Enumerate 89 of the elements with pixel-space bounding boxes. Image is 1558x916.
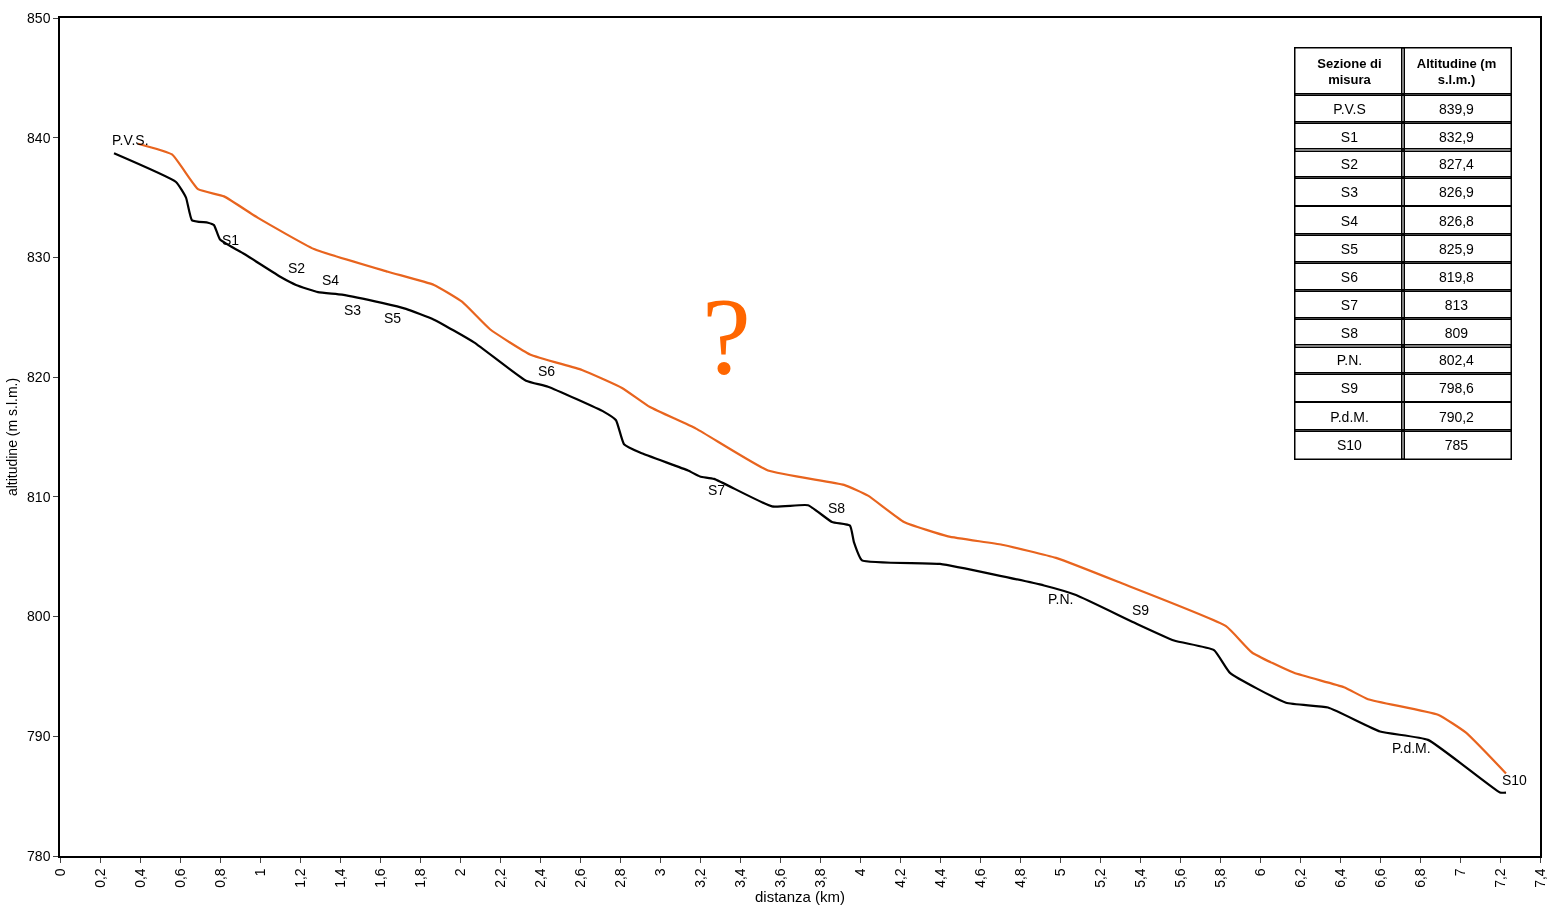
annotation: S2 bbox=[1340, 155, 1359, 172]
annotation: S9 bbox=[1340, 379, 1359, 396]
annotation: S1 bbox=[1340, 128, 1359, 145]
x-tick-label: 6,6 bbox=[1371, 868, 1388, 888]
x-tick-label: 5,2 bbox=[1091, 868, 1108, 888]
annotation: S7 bbox=[708, 482, 726, 498]
annotation: 813 bbox=[1444, 296, 1469, 313]
x-tick-label: 6,8 bbox=[1411, 868, 1428, 888]
x-tick-label: 4,8 bbox=[1011, 868, 1028, 888]
x-tick-label: 1,2 bbox=[291, 868, 308, 888]
y-tick-label: 780 bbox=[27, 847, 51, 864]
x-tick-label: 3,2 bbox=[691, 868, 708, 888]
annotation: S7 bbox=[1340, 296, 1359, 313]
annotation: S4 bbox=[322, 272, 340, 288]
x-tick-label: 7 bbox=[1451, 868, 1468, 877]
annotation: S10 bbox=[1336, 436, 1363, 453]
annotation: 839,9 bbox=[1438, 100, 1475, 117]
annotation: S4 bbox=[1340, 212, 1359, 229]
annotation: S6 bbox=[1340, 268, 1359, 285]
annotation: P.d.M. bbox=[1330, 408, 1369, 425]
x-tick-label: 0,4 bbox=[131, 868, 148, 888]
annotation: 809 bbox=[1444, 324, 1469, 341]
annotation: S3 bbox=[344, 302, 362, 318]
annotation: 827,4 bbox=[1438, 155, 1475, 172]
x-tick-label: 2,6 bbox=[571, 868, 588, 888]
x-tick-label: 5,6 bbox=[1171, 868, 1188, 888]
annotation: 826,8 bbox=[1438, 212, 1475, 229]
annotation: 798,6 bbox=[1438, 379, 1475, 396]
annotation: 832,9 bbox=[1438, 128, 1475, 145]
x-tick-label: 1,4 bbox=[331, 868, 348, 888]
x-tick-label: 0,6 bbox=[171, 868, 188, 888]
annotation: 825,9 bbox=[1438, 240, 1475, 257]
y-tick-label: 810 bbox=[27, 488, 51, 505]
x-tick-label: 1 bbox=[251, 868, 268, 877]
x-tick-label: 3,4 bbox=[731, 868, 748, 888]
x-tick-label: 1,6 bbox=[371, 868, 388, 888]
x-tick-label: 2 bbox=[451, 868, 468, 877]
x-tick-label: 4,2 bbox=[891, 868, 908, 888]
x-tick-label: 0 bbox=[51, 868, 68, 877]
annotation: S8 bbox=[828, 500, 846, 516]
x-tick-label: 5 bbox=[1051, 868, 1068, 877]
x-tick-label: 0,2 bbox=[91, 868, 108, 888]
x-tick-label: 4,4 bbox=[931, 868, 948, 888]
y-tick-label: 820 bbox=[27, 369, 51, 386]
x-tick-label: 6,4 bbox=[1331, 868, 1348, 888]
annotation: Altitudine (m s.l.m.) bbox=[1416, 55, 1497, 88]
annotation: Sezione di misura bbox=[1317, 55, 1382, 88]
x-tick-label: 4 bbox=[851, 868, 868, 877]
y-tick-label: 830 bbox=[27, 249, 51, 266]
annotation: S3 bbox=[1340, 183, 1359, 200]
x-tick-label: 0,8 bbox=[211, 868, 228, 888]
annotation: P.N. bbox=[1336, 351, 1363, 368]
x-tick-label: 3,6 bbox=[771, 868, 788, 888]
annotation: S5 bbox=[1340, 240, 1359, 257]
annotation: 802,4 bbox=[1438, 351, 1475, 368]
x-tick-label: 2,2 bbox=[491, 868, 508, 888]
y-tick-label: 850 bbox=[27, 9, 51, 26]
x-tick-label: 3,8 bbox=[811, 868, 828, 888]
annotation: P.V.S. bbox=[112, 132, 149, 148]
annotation: S5 bbox=[384, 310, 402, 326]
annotation: 819,8 bbox=[1438, 268, 1475, 285]
annotation: P.V.S bbox=[1333, 100, 1366, 117]
x-tick-label: 5,8 bbox=[1211, 868, 1228, 888]
y-axis-title: altitudine (m s.l.m.) bbox=[4, 377, 21, 497]
x-tick-label: 4,6 bbox=[971, 868, 988, 888]
x-tick-label: 3 bbox=[651, 868, 668, 877]
annotation: 785 bbox=[1444, 436, 1469, 453]
y-tick-label: 790 bbox=[27, 728, 51, 745]
annotation: ? bbox=[702, 275, 751, 397]
annotation: S9 bbox=[1132, 602, 1150, 618]
x-tick-label: 2,4 bbox=[531, 868, 548, 888]
x-tick-label: 1,8 bbox=[411, 868, 428, 888]
annotation: S10 bbox=[1502, 772, 1528, 788]
annotation: 790,2 bbox=[1438, 408, 1475, 425]
x-axis-title: distanza (km) bbox=[754, 887, 846, 905]
x-tick-label: 2,8 bbox=[611, 868, 628, 888]
annotation: 826,9 bbox=[1438, 183, 1475, 200]
x-tick-label: 7,4 bbox=[1531, 868, 1548, 888]
annotation: S6 bbox=[538, 363, 556, 379]
x-tick-label: 6,2 bbox=[1291, 868, 1308, 888]
annotation: P.N. bbox=[1048, 591, 1074, 607]
x-tick-label: 6 bbox=[1251, 868, 1268, 877]
annotation: S8 bbox=[1340, 324, 1359, 341]
annotation: S2 bbox=[288, 260, 306, 276]
x-tick-label: 5,4 bbox=[1131, 868, 1148, 888]
y-tick-label: 800 bbox=[27, 608, 51, 625]
annotation: P.d.M. bbox=[1392, 740, 1431, 756]
x-tick-label: 7,2 bbox=[1491, 868, 1508, 888]
y-tick-label: 840 bbox=[27, 129, 51, 146]
